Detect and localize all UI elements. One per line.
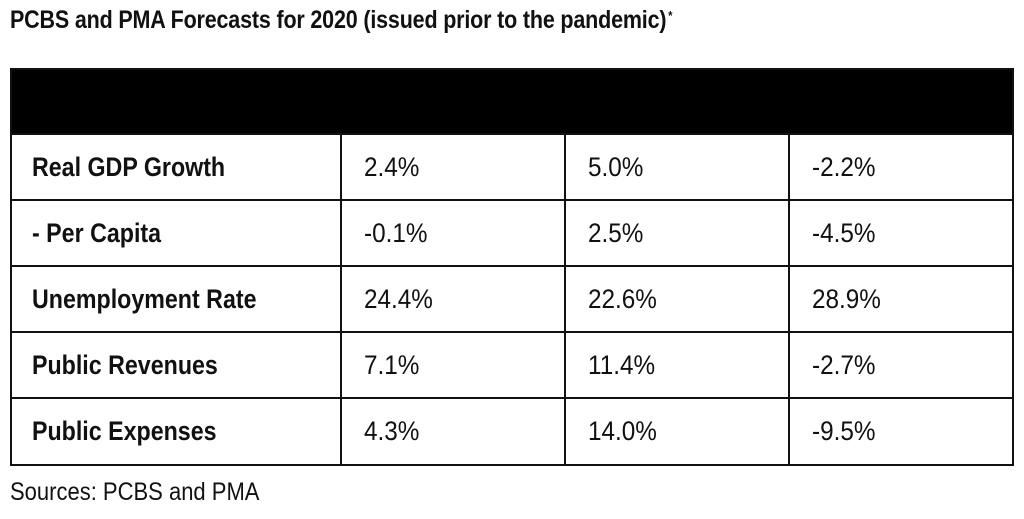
table-cell: 22.6% [564,267,788,331]
row-label: Real GDP Growth [32,151,226,182]
table-cell: -4.5% [788,201,1014,265]
table-cell: 7.1% [340,333,564,397]
table-cell: 24.4% [340,267,564,331]
row-label: - Per Capita [32,217,162,248]
table-cell: -2.7% [788,333,1014,397]
table-header-band [12,70,1012,133]
table-cell: -0.1% [340,201,564,265]
row-label: Unemployment Rate [32,283,257,314]
table-cell: 2.4% [340,135,564,199]
sources-note: Sources: PCBS and PMA [10,478,260,506]
table-row: Unemployment Rate 24.4% 22.6% 28.9% [12,265,1012,331]
row-label: Public Revenues [32,349,218,380]
title-footnote-mark: * [668,8,673,23]
table-row: - Per Capita -0.1% 2.5% -4.5% [12,199,1012,265]
table-cell: -2.2% [788,135,1014,199]
forecast-table: Real GDP Growth 2.4% 5.0% -2.2% - Per Ca… [10,68,1014,466]
table-row: Public Expenses 4.3% 14.0% -9.5% [12,397,1012,464]
table-cell: 2.5% [564,201,788,265]
table-row: Public Revenues 7.1% 11.4% -2.7% [12,331,1012,397]
table-cell: 14.0% [564,399,788,464]
title-text: PCBS and PMA Forecasts for 2020 (issued … [10,6,667,34]
table-row: Real GDP Growth 2.4% 5.0% -2.2% [12,133,1012,199]
table-cell: 28.9% [788,267,1014,331]
table-cell: 11.4% [564,333,788,397]
row-label: Public Expenses [32,416,217,446]
page-title: PCBS and PMA Forecasts for 2020 (issued … [10,6,672,35]
table-cell: 4.3% [340,399,564,464]
table-cell: 5.0% [564,135,788,199]
table-cell: -9.5% [788,399,1014,464]
